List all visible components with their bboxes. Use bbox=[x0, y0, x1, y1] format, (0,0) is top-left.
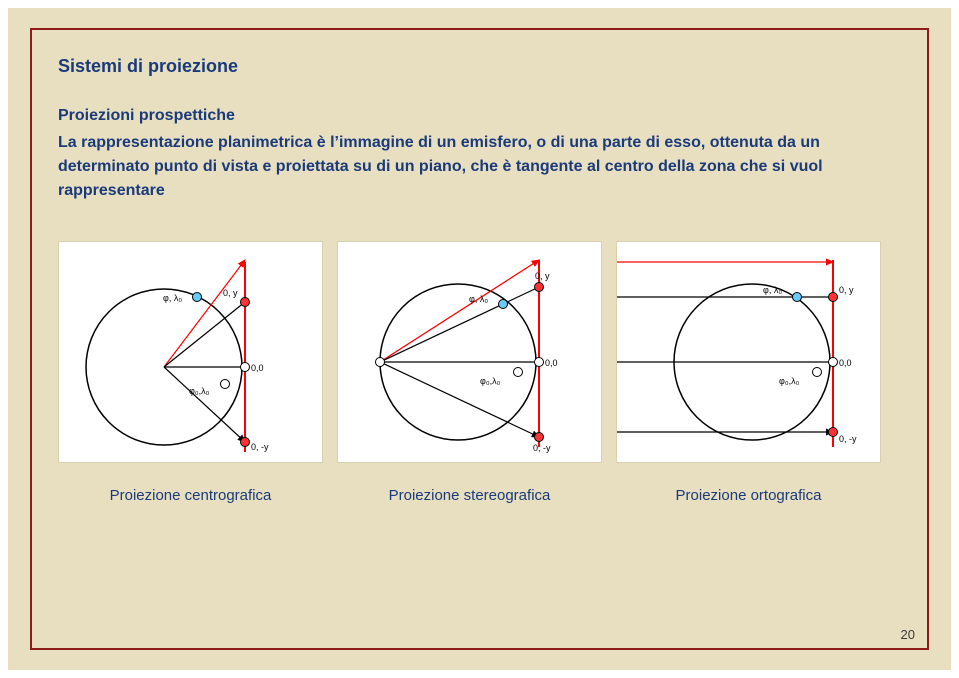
svg-text:0,0: 0,0 bbox=[839, 358, 852, 368]
svg-text:φ, λ₀: φ, λ₀ bbox=[469, 294, 488, 304]
svg-text:0, y: 0, y bbox=[839, 285, 854, 295]
svg-text:0,0: 0,0 bbox=[545, 358, 558, 368]
diagram-orthographic: φ, λ₀ 0, y 0,0 φ₀,λ₀ 0, -y bbox=[616, 241, 881, 463]
caption-centrographic: Proiezione centrografica bbox=[58, 487, 323, 504]
svg-text:0, y: 0, y bbox=[535, 271, 550, 281]
diagram-stereographic: φ, λ₀ 0, y 0,0 φ₀,λ₀ 0, -y bbox=[337, 241, 602, 463]
page-title: Sistemi di proiezione bbox=[58, 56, 901, 77]
svg-text:0, -y: 0, -y bbox=[251, 442, 269, 452]
content-frame: Sistemi di proiezione Proiezioni prospet… bbox=[30, 28, 929, 650]
svg-text:0, y: 0, y bbox=[223, 288, 238, 298]
page-number: 20 bbox=[901, 627, 915, 642]
diagrams-row: φ, λ₀ 0, y 0,0 φ₀,λ₀ 0, -y φ, λ₀ 0, y 0,0 φ₀,λ₀… bbox=[58, 241, 901, 463]
svg-text:φ₀,λ₀: φ₀,λ₀ bbox=[779, 376, 800, 386]
section-subtitle: Proiezioni prospettiche bbox=[58, 107, 901, 125]
diagram-centrographic: φ, λ₀ 0, y 0,0 φ₀,λ₀ 0, -y bbox=[58, 241, 323, 463]
body-paragraph: La rappresentazione planimetrica è l’imm… bbox=[58, 131, 838, 203]
svg-text:φ₀,λ₀: φ₀,λ₀ bbox=[480, 376, 501, 386]
svg-text:φ, λ₀: φ, λ₀ bbox=[763, 285, 782, 295]
page: Sistemi di proiezione Proiezioni prospet… bbox=[0, 0, 959, 678]
svg-text:0, -y: 0, -y bbox=[533, 443, 551, 453]
svg-text:0,0: 0,0 bbox=[251, 363, 264, 373]
svg-text:φ, λ₀: φ, λ₀ bbox=[163, 293, 182, 303]
svg-text:φ₀,λ₀: φ₀,λ₀ bbox=[189, 386, 210, 396]
caption-stereographic: Proiezione stereografica bbox=[337, 487, 602, 504]
caption-orthographic: Proiezione ortografica bbox=[616, 487, 881, 504]
svg-text:0, -y: 0, -y bbox=[839, 434, 857, 444]
captions-row: Proiezione centrografica Proiezione ster… bbox=[58, 487, 901, 504]
